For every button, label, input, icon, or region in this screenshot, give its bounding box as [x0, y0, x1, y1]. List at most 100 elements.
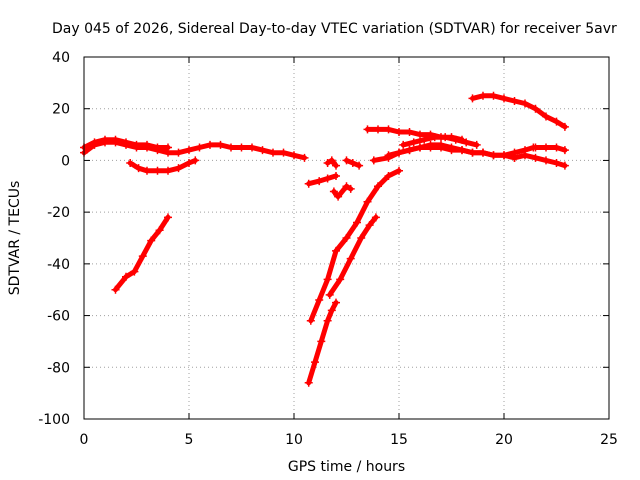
- series-track-p: [468, 91, 569, 131]
- series-track-h: [304, 171, 340, 188]
- data-point: [332, 171, 340, 180]
- data-point: [531, 143, 540, 152]
- x-tick-label: 20: [495, 432, 513, 448]
- data-point: [290, 151, 298, 160]
- data-point: [560, 146, 569, 155]
- data-point: [437, 140, 445, 149]
- data-point: [405, 127, 414, 136]
- data-point: [111, 135, 120, 144]
- series-band: [533, 145, 568, 153]
- data-point: [369, 156, 378, 165]
- series-band: [127, 157, 198, 174]
- data-point: [384, 153, 393, 162]
- data-point: [327, 306, 336, 315]
- data-point: [126, 159, 135, 168]
- data-point: [489, 151, 498, 160]
- series-track-f: [306, 166, 403, 325]
- series-band: [327, 214, 379, 298]
- data-point: [510, 153, 519, 162]
- data-layer: [80, 91, 569, 387]
- data-point: [164, 166, 172, 175]
- data-point: [468, 94, 477, 103]
- data-point: [138, 252, 147, 261]
- data-point: [332, 161, 340, 170]
- data-point: [542, 112, 550, 121]
- data-point: [332, 298, 340, 307]
- x-axis-label: GPS time / hours: [288, 459, 405, 475]
- data-point: [489, 91, 498, 100]
- series-track-i: [329, 182, 355, 201]
- data-point: [143, 166, 151, 175]
- series-band: [306, 173, 339, 187]
- x-tick-label: 25: [600, 432, 618, 448]
- data-point: [227, 143, 235, 152]
- y-tick-label: 20: [52, 102, 70, 118]
- data-point: [122, 272, 130, 281]
- y-tick-label: -80: [47, 360, 70, 376]
- data-point: [300, 153, 309, 162]
- data-point: [269, 148, 277, 157]
- series-band: [470, 93, 568, 130]
- data-point: [311, 358, 319, 367]
- data-point: [315, 296, 324, 305]
- data-point: [542, 156, 550, 165]
- data-point: [306, 316, 315, 325]
- data-point: [130, 267, 139, 276]
- data-point: [395, 148, 403, 157]
- series-track-o: [399, 133, 481, 149]
- axis-ticks: 0 5 10 15 20 25 -100 -80 -60 -40 -20 0 20 40: [38, 50, 618, 448]
- data-point: [101, 135, 109, 144]
- x-tick-label: 5: [185, 432, 194, 448]
- series-track-d: [111, 213, 172, 294]
- data-point: [363, 197, 372, 206]
- series-track-c: [126, 156, 200, 175]
- data-point: [560, 122, 569, 131]
- plot-frame: [83, 56, 610, 420]
- data-point: [122, 138, 130, 147]
- data-point: [451, 135, 460, 144]
- series-band: [512, 152, 568, 169]
- data-point: [479, 91, 487, 100]
- data-point: [90, 138, 99, 147]
- data-point: [399, 140, 408, 149]
- data-point: [111, 285, 120, 294]
- data-point: [329, 187, 338, 196]
- data-point: [430, 133, 439, 142]
- data-point: [542, 143, 550, 152]
- data-point: [531, 153, 540, 162]
- data-point: [552, 159, 561, 168]
- data-point: [416, 143, 424, 152]
- data-point: [384, 171, 393, 180]
- data-point: [164, 143, 172, 152]
- data-point: [134, 164, 143, 173]
- data-point: [342, 182, 351, 191]
- chart-title: Day 045 of 2026, Sidereal Day-to-day VTE…: [52, 21, 617, 37]
- data-point: [304, 179, 313, 188]
- x-tick-label: 10: [285, 432, 303, 448]
- series-band: [331, 183, 354, 200]
- series-band: [308, 168, 402, 324]
- grid: [84, 57, 609, 419]
- data-point: [342, 234, 351, 242]
- data-point: [441, 133, 450, 142]
- data-point: [521, 99, 529, 108]
- y-tick-label: -40: [47, 257, 70, 273]
- data-point: [468, 148, 477, 157]
- data-point: [500, 151, 508, 160]
- data-point: [500, 94, 508, 103]
- data-point: [191, 156, 200, 165]
- data-point: [132, 140, 141, 149]
- data-point: [206, 140, 214, 149]
- y-tick-label: -20: [47, 205, 70, 221]
- data-point: [334, 192, 343, 201]
- series-track-j: [342, 156, 364, 170]
- series-band: [81, 139, 307, 161]
- data-point: [348, 159, 357, 168]
- data-point: [279, 148, 288, 157]
- data-point: [426, 140, 435, 149]
- data-point: [374, 125, 382, 134]
- data-point: [315, 177, 324, 186]
- data-point: [258, 146, 267, 155]
- x-tick-label: 15: [390, 432, 408, 448]
- data-point: [346, 184, 355, 193]
